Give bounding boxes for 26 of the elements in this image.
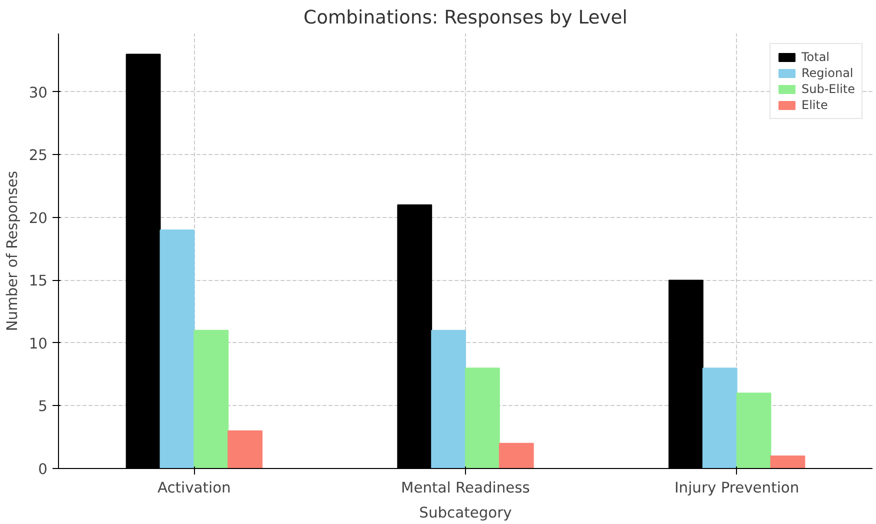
bar	[736, 392, 772, 468]
legend-label: Total	[801, 50, 830, 64]
y-tick-label: 5	[38, 398, 48, 416]
y-tick-label: 10	[28, 335, 48, 352]
y-tick-label: 20	[28, 210, 48, 227]
chart-title: Combinations: Responses by Level	[304, 8, 628, 28]
y-tick-label: 30	[28, 84, 48, 102]
x-tick-label: Injury Prevention	[674, 480, 800, 496]
legend-label: Sub-Elite	[801, 82, 855, 96]
x-axis-title: Subcategory	[419, 504, 512, 522]
x-tick-label: Activation	[157, 480, 231, 496]
bar	[431, 330, 466, 468]
bar	[160, 229, 195, 468]
bar	[228, 430, 262, 468]
legend-label: Regional	[801, 66, 854, 80]
legend-label: Elite	[801, 98, 828, 112]
bar	[770, 455, 806, 468]
y-tick-label: 15	[28, 272, 48, 290]
y-axis-title: Number of Responses	[4, 170, 21, 332]
bar	[702, 368, 738, 468]
x-tick-label: Mental Readiness	[401, 480, 530, 496]
y-tick-label: 0	[38, 461, 48, 478]
y-tick-label: 25	[28, 147, 48, 164]
bar	[498, 442, 534, 468]
bar	[194, 330, 229, 468]
bar	[465, 368, 500, 468]
